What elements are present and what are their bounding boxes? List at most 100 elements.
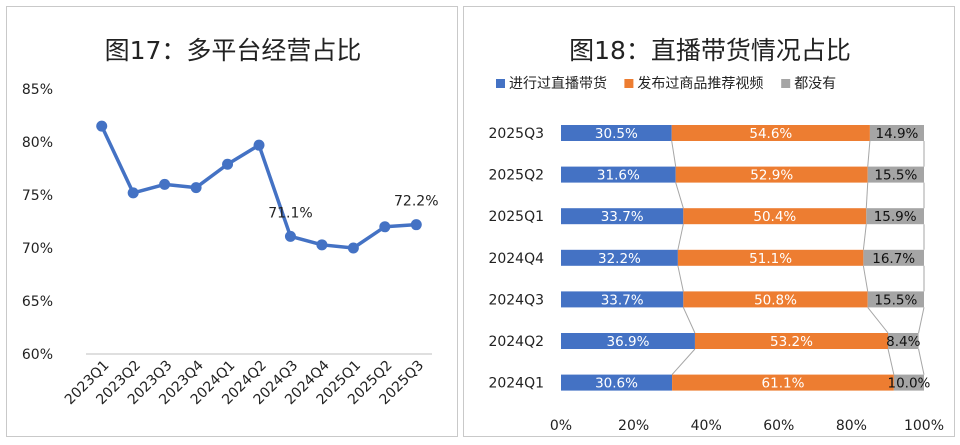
y-tick-label: 2025Q2 [488,168,544,184]
series-connector-line [682,307,696,334]
data-point [190,182,202,194]
bar-data-label: 30.6% [595,376,638,392]
bar-segment [863,249,924,266]
data-point [410,219,422,231]
x-tick-label: 60% [763,418,794,434]
data-point [253,139,265,151]
y-tick-label: 70% [22,241,53,257]
series-connector-line [671,348,696,375]
x-tick-label: 100% [904,418,944,434]
y-tick-label: 60% [22,347,53,363]
bar-data-label: 8.4% [886,334,920,350]
bar-data-label: 30.5% [595,126,638,142]
y-tick-label: 85% [22,82,53,98]
series-connector-line [675,182,684,209]
chart-title: 图18：直播带货情况占比 [569,36,851,65]
legend-label: 发布过商品推荐视频 [637,76,763,92]
data-point [159,178,171,190]
bar-data-label: 15.9% [874,209,917,225]
x-tick-label: 40% [691,418,722,434]
y-tick-label: 2025Q3 [488,126,544,142]
bar-data-label: 36.9% [607,334,650,350]
bar-data-label: 50.8% [754,292,797,308]
bar-segment [672,374,894,391]
legend-swatch [496,79,505,88]
bar-data-label: 51.1% [749,251,792,267]
series-connector-line [862,224,867,250]
data-label: 72.2% [394,194,438,210]
y-tick-label: 2024Q1 [488,376,544,392]
data-point [316,239,328,251]
bar-segment [683,208,867,225]
y-tick-label: 65% [22,294,53,310]
bar-segment [561,125,672,141]
bar-segment [561,208,684,225]
legend-swatch [781,79,791,88]
series-connector-line [862,265,869,292]
series-connector-line [671,140,677,167]
bar-data-label: 54.6% [749,126,792,142]
y-tick-label: 2024Q4 [488,251,544,267]
series-connector-line [677,224,684,250]
bar-segment [683,291,868,308]
chart-panel-multi-platform: 图17：多平台经营占比 60% 65% 70% 75% 80% 85% 2023Q1 2023Q… [6,6,458,437]
data-label: 71.1% [268,205,312,221]
series-connector-line [865,182,869,209]
bar-segment [694,333,889,349]
bar-segment [867,291,924,308]
series-connector-line [867,307,889,334]
y-tick-label: 2025Q1 [488,209,544,225]
data-point [284,230,296,242]
line-chart-multi-platform: 图17：多平台经营占比60%65%70%75%80%85%2023Q12023Q… [22,36,439,408]
x-tick-label: 20% [618,418,649,434]
bar-segment [561,249,678,266]
bar-data-label: 33.7% [601,292,644,308]
y-tick-label: 80% [22,135,53,151]
bar-data-label: 10.0% [887,376,930,392]
bar-segment [675,166,868,183]
bar-segment [677,249,864,266]
bar-segment [866,208,924,225]
y-tick-label: 75% [22,188,53,204]
series-connector-line [918,348,925,375]
bar-data-label: 33.7% [601,209,644,225]
bar-segment [888,333,919,349]
x-tick-label: 0% [550,418,572,434]
bar-data-label: 52.9% [750,168,793,184]
y-tick-label: 2024Q3 [488,292,544,308]
bar-segment [561,291,684,308]
data-point [379,221,391,233]
bar-data-label: 32.2% [598,251,641,267]
data-point [127,187,139,199]
chart-panel-live-commerce: 图18：直播带货情况占比进行过直播带货 发布过商品推荐视频 都没有 0% 20% 40% 6… [463,6,955,437]
bar-segment [561,166,676,183]
bar-data-label: 15.5% [874,168,917,184]
bar-segment [869,125,924,141]
bar-data-label: 61.1% [762,376,805,392]
series-connector-line [918,307,925,334]
legend-label: 都没有 [794,76,836,92]
bar-segment [561,333,695,349]
x-tick-label: 80% [836,418,867,434]
bar-data-label: 53.2% [770,334,813,350]
data-point [96,120,108,132]
y-tick-label: 2024Q2 [488,334,544,350]
series-connector-line [867,140,871,167]
legend-label: 进行过直播带货 [509,75,607,92]
bar-segment [671,125,870,141]
bar-data-label: 50.4% [753,209,796,225]
chart-title: 图17：多平台经营占比 [105,36,362,65]
series-connector-line [677,265,684,292]
data-point [222,158,234,170]
bar-data-label: 15.5% [874,292,917,308]
bar-data-label: 14.9% [876,126,919,142]
bar-segment [561,374,673,391]
bar-segment [893,374,924,391]
bar-data-label: 16.7% [872,251,915,267]
series-connector-line [887,348,895,375]
data-point [347,242,359,254]
bar-segment [867,166,924,183]
bar-data-label: 31.6% [597,168,640,184]
legend-swatch [624,79,634,88]
